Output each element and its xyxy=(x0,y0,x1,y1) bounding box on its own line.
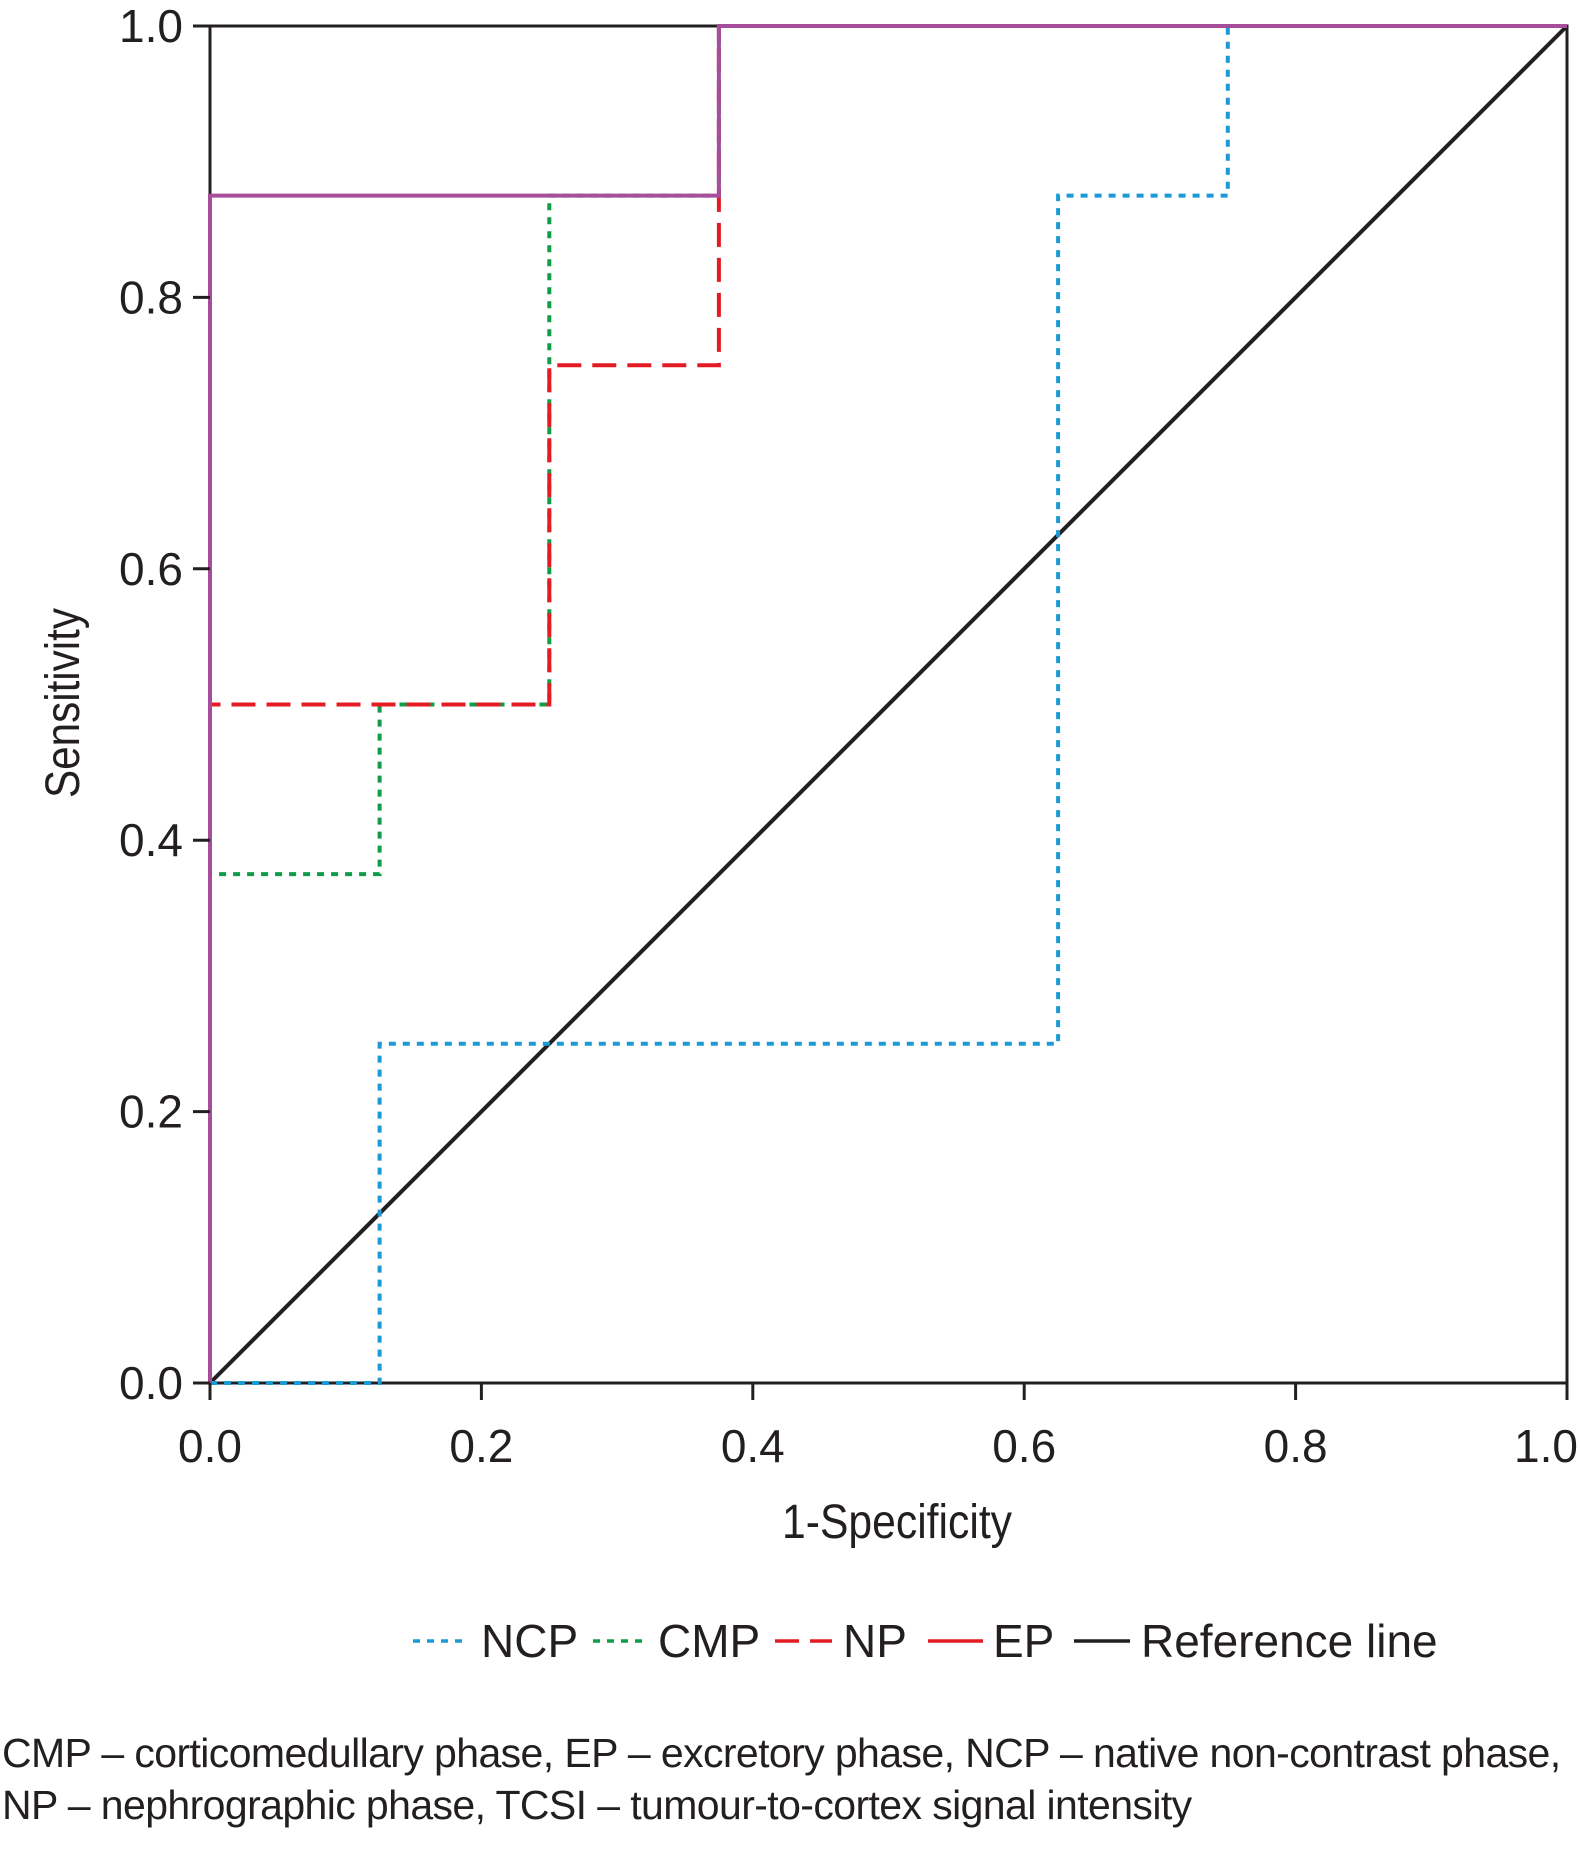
legend-label-ncp: NCP xyxy=(481,1615,578,1667)
y-tick-label: 0.4 xyxy=(119,814,183,866)
series-line-ep xyxy=(208,24,1567,1383)
y-tick-label: 1.0 xyxy=(119,0,183,52)
x-tick-label: 0.2 xyxy=(449,1420,513,1472)
series-line-reference-line xyxy=(208,24,1569,1385)
y-axis: 0.0 0.2 0.4 0.6 0.8 1.0 xyxy=(119,0,210,1409)
y-tick-label: 0.0 xyxy=(119,1357,183,1409)
y-tick-label: 0.8 xyxy=(119,271,183,323)
y-tick-label: 0.6 xyxy=(119,543,183,595)
figure-caption-line-2: NP – nephrographic phase, TCSI – tumour-… xyxy=(2,1782,1192,1828)
x-tick-label: 1.0 xyxy=(1514,1420,1578,1472)
legend-label-np: NP xyxy=(843,1615,907,1667)
y-tick-label: 0.2 xyxy=(119,1086,183,1138)
x-tick-label: 0.6 xyxy=(992,1420,1056,1472)
series-line-ncp xyxy=(210,24,1567,1385)
legend: NCP CMP NP EP Reference line xyxy=(413,1615,1438,1667)
figure-caption-line-1: CMP – corticomedullary phase, EP – excre… xyxy=(2,1730,1561,1776)
series-layer xyxy=(208,24,1569,1385)
x-tick-label: 0.8 xyxy=(1264,1420,1328,1472)
plot-area xyxy=(208,24,1569,1385)
x-tick-label: 0.4 xyxy=(721,1420,785,1472)
legend-label-cmp: CMP xyxy=(658,1615,760,1667)
x-tick-label: 0.0 xyxy=(178,1420,242,1472)
y-axis-label: Sensitivity xyxy=(37,608,90,798)
roc-chart: 0.0 0.2 0.4 0.6 0.8 1.0 0.0 0.2 0.4 0.6 0.8 1.0 1-… xyxy=(37,0,1578,1667)
x-axis-label: 1-Specificity xyxy=(782,1496,1012,1549)
x-axis: 0.0 0.2 0.4 0.6 0.8 1.0 xyxy=(178,1383,1578,1472)
legend-label-ep: EP xyxy=(993,1615,1054,1667)
legend-label-reference-line: Reference line xyxy=(1141,1615,1438,1667)
